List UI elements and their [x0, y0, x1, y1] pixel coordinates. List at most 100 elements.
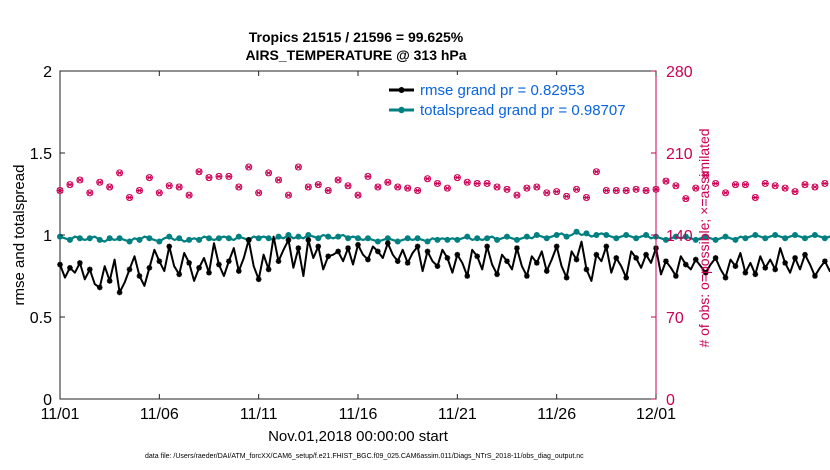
rmse-point: [414, 243, 421, 250]
legend-box: [384, 75, 654, 121]
totalspread-point: [523, 233, 530, 240]
totalspread-point: [176, 235, 183, 242]
rmse-point: [196, 265, 202, 271]
rmse-point: [633, 255, 639, 261]
rmse-point: [464, 273, 471, 279]
rmse-point: [474, 253, 480, 260]
rmse-point: [772, 266, 778, 273]
totalspread-point: [762, 235, 769, 242]
footnote: data file: /Users/raeder/DAI/ATM_forcXX/…: [145, 453, 584, 460]
totalspread-point: [424, 238, 431, 245]
y2-tick-label: 0: [666, 392, 675, 409]
totalspread-point: [742, 235, 749, 242]
obs-assimilated-marker: [106, 184, 114, 190]
rmse-point: [722, 274, 729, 281]
rmse-point: [315, 243, 322, 250]
totalspread-point: [106, 235, 113, 242]
rmse-point: [802, 251, 808, 258]
rmse-point: [176, 271, 182, 278]
obs-assimilated-marker: [314, 181, 322, 188]
obs-assimilated-marker: [285, 192, 292, 199]
rmse-point: [702, 269, 709, 276]
obs-assimilated-marker: [821, 180, 829, 187]
totalspread-point: [782, 235, 789, 242]
totalspread-point: [464, 233, 471, 240]
x-tick-label: 11/11: [240, 406, 278, 423]
legend-rmse-marker: [398, 87, 405, 93]
rmse-point: [96, 284, 103, 291]
totalspread-point: [355, 235, 361, 242]
totalspread-point: [623, 232, 630, 238]
rmse-point: [67, 265, 73, 271]
totalspread-point: [434, 236, 441, 243]
obs-assimilated-marker: [761, 180, 769, 187]
x-tick-label: 11/06: [140, 406, 179, 423]
rmse-point: [663, 258, 669, 265]
obs-assimilated-marker: [553, 188, 561, 195]
totalspread-point: [712, 236, 719, 243]
rmse-point: [394, 258, 401, 265]
totalspread-point: [206, 235, 212, 242]
rmse-point: [762, 265, 769, 271]
obs-assimilated-marker: [791, 188, 799, 195]
obs-assimilated-marker: [334, 176, 342, 183]
obs-assimilated-marker: [295, 164, 302, 171]
obs-assimilated-marker: [801, 181, 809, 188]
totalspread-point: [513, 236, 520, 243]
totalspread-point: [255, 235, 262, 242]
obs-assimilated-marker: [483, 180, 491, 187]
rmse-point: [365, 256, 371, 263]
obs-assimilated-marker: [374, 184, 382, 190]
axes: 0 0.5 1 1.5 2 0 70 140 210 280 11/01 11/06 11/11 11/1…: [30, 64, 693, 423]
rmse-point: [822, 258, 828, 265]
totalspread-point: [265, 235, 272, 242]
totalspread-point: [275, 233, 282, 240]
obs-assimilated-marker: [692, 185, 700, 192]
obs-assimilated-marker: [126, 194, 133, 201]
x-tick-label: 11/21: [438, 406, 477, 423]
rmse-point: [434, 263, 441, 269]
rmse-point: [812, 273, 818, 279]
y-tick-label: 1: [43, 228, 52, 245]
rmse-point: [206, 269, 212, 276]
totalspread-point: [662, 236, 669, 243]
x-tick-label: 11/16: [339, 406, 378, 423]
obs-assimilated-marker: [612, 187, 620, 194]
y2-axis-label: # of obs: o=possible; ×=assimilated: [696, 128, 712, 347]
totalspread-point: [384, 235, 391, 242]
totalspread-point: [196, 236, 203, 243]
y-axis-label: rmse and totalspread: [11, 165, 28, 306]
totalspread-point: [811, 232, 818, 238]
rmse-point: [216, 261, 222, 268]
rmse-point: [355, 242, 361, 248]
obs-assimilated-marker: [136, 187, 143, 194]
obs-assimilated-marker: [811, 184, 819, 190]
totalspread-point: [86, 235, 93, 242]
totalspread-point: [444, 236, 451, 243]
rmse-point: [454, 251, 461, 258]
obs-assimilated-marker: [573, 186, 580, 193]
rmse-point: [683, 261, 689, 268]
obs-assimilated-marker: [394, 184, 402, 190]
totalspread-point: [702, 233, 709, 240]
obs-assimilated-marker: [404, 185, 412, 192]
obs-assimilated-marker: [255, 189, 263, 196]
y2-tick-label: 210: [666, 146, 693, 163]
y2-tick-label: 70: [666, 310, 684, 327]
totalspread-point: [136, 236, 143, 243]
rmse-point: [484, 243, 490, 250]
rmse-point: [752, 271, 759, 278]
obs-assimilated-marker: [722, 189, 729, 196]
totalspread-point: [146, 235, 153, 242]
obs-assimilated-marker: [225, 173, 233, 180]
obs-assimilated-marker: [513, 192, 521, 199]
rmse-point: [583, 266, 590, 273]
rmse-point: [265, 266, 272, 273]
totalspread-point: [494, 236, 501, 243]
obs-assimilated-marker: [86, 189, 94, 196]
rmse-point: [563, 274, 570, 281]
obs-assimilated-marker: [622, 187, 630, 194]
rmse-point: [623, 274, 629, 281]
totalspread-point: [543, 235, 550, 242]
obs-assimilated-marker: [563, 193, 570, 200]
